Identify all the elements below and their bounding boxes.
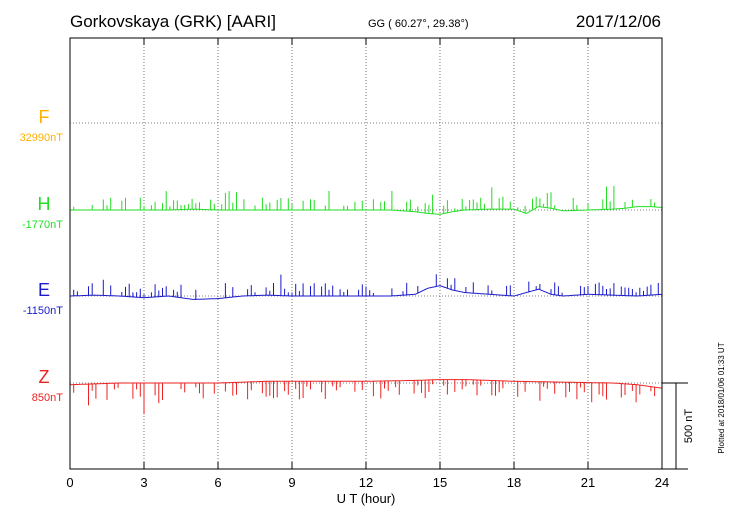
- x-axis-ticks: 0 3 6 9 12 15 18 21 24: [66, 38, 669, 490]
- x-tick-label-1: 3: [140, 475, 147, 490]
- x-tick-label-0: 0: [66, 475, 73, 490]
- trace-Z: [69, 379, 663, 415]
- x-tick-label-7: 21: [581, 475, 595, 490]
- scale-bar: 500 nT: [662, 382, 695, 470]
- x-tick-label-5: 15: [433, 475, 447, 490]
- traces: [69, 186, 663, 415]
- series-labels: F 32990nT H -1770nT E -1150nT Z 850nT: [20, 107, 64, 404]
- series-name-Z: Z: [39, 367, 50, 387]
- grid-lines: [143, 38, 589, 469]
- series-baseline-Z: 850nT: [32, 392, 63, 404]
- x-tick-label-4: 12: [359, 475, 373, 490]
- scale-bar-label: 500 nT: [683, 409, 695, 444]
- x-tick-label-6: 18: [507, 475, 521, 490]
- x-tick-label-3: 9: [288, 475, 295, 490]
- station-title: Gorkovskaya (GRK) [AARI]: [70, 12, 276, 31]
- plot-date: 2017/12/06: [576, 12, 661, 31]
- series-baseline-E: -1150nT: [23, 305, 63, 317]
- series-baseline-F: 32990nT: [20, 132, 64, 144]
- trace-H: [69, 186, 663, 215]
- plotted-timestamp: Plotted at 2018/01/06 01:33 UT: [717, 342, 726, 453]
- x-tick-label-8: 24: [655, 475, 669, 490]
- x-tick-label-2: 6: [214, 475, 221, 490]
- series-baseline-H: -1770nT: [22, 219, 63, 231]
- x-axis-label: U T (hour): [337, 491, 396, 506]
- station-coordinates: GG ( 60.27°, 29.38°): [368, 18, 469, 30]
- series-name-F: F: [39, 107, 50, 127]
- trace-E: [70, 274, 663, 300]
- series-name-H: H: [38, 194, 51, 214]
- series-name-E: E: [38, 280, 50, 300]
